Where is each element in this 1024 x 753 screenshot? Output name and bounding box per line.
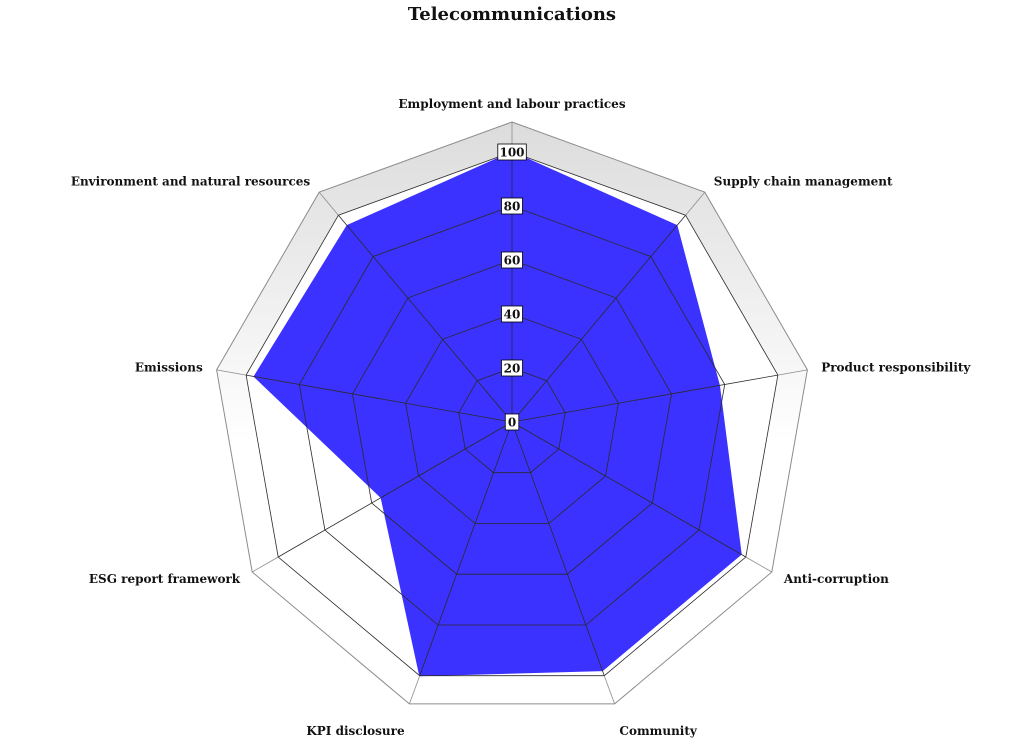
svg-text:60: 60 (504, 254, 521, 268)
svg-text:100: 100 (499, 146, 524, 160)
grid-ring-100 (245, 151, 779, 677)
svg-text:20: 20 (504, 362, 521, 376)
tick-label-100: 100 (497, 143, 527, 161)
tick-label-20: 20 (501, 359, 523, 377)
axis-label-6: ESG report framework (89, 572, 241, 586)
axis-label-2: Product responsibility (821, 361, 971, 375)
axis-label-8: Environment and natural resources (71, 175, 311, 189)
axis-label-1: Supply chain management (714, 175, 893, 189)
spoke-outer-7 (216, 369, 247, 376)
spoke-outer-5 (409, 675, 421, 705)
axis-label-5: KPI disclosure (306, 724, 405, 738)
spoke-2 (511, 374, 778, 423)
tick-label-60: 60 (501, 251, 523, 269)
spoke-5 (419, 421, 513, 676)
chart-title: Telecommunications (407, 4, 617, 25)
grid-layer (216, 121, 808, 705)
spoke-4 (511, 421, 605, 676)
tick-label-80: 80 (501, 197, 523, 215)
spoke-outer-3 (745, 556, 772, 573)
grid-ring-40 (405, 313, 619, 524)
spoke-outer-4 (603, 675, 615, 705)
axis-label-7: Emissions (135, 361, 203, 375)
spoke-outer-1 (685, 191, 706, 216)
grid-ring-60 (352, 259, 672, 575)
svg-text:80: 80 (504, 200, 521, 214)
spoke-outer-2 (777, 369, 808, 376)
tick-layer: 0 20 40 60 80 100 (497, 143, 527, 431)
outer-ring (216, 121, 808, 705)
spoke-outer-8 (318, 191, 339, 216)
axis-label-4: Community (619, 724, 698, 738)
spoke-8 (338, 214, 513, 423)
grid-ring-20 (458, 367, 566, 474)
spoke-1 (511, 214, 686, 423)
svg-text:0: 0 (508, 416, 516, 430)
spoke-outer-6 (252, 556, 279, 573)
tick-label-40: 40 (501, 305, 523, 323)
series-layer (253, 151, 742, 677)
spoke-3 (511, 421, 747, 558)
axis-label-3: Anti-corruption (783, 572, 889, 586)
series-polygon-0 (253, 151, 742, 677)
axis-label-layer: Employment and labour practices Supply ch… (71, 97, 972, 738)
grid-ring-80 (298, 205, 726, 626)
axis-label-0: Employment and labour practices (398, 97, 625, 111)
spoke-6 (277, 421, 513, 558)
spoke-7 (246, 374, 513, 423)
tick-label-0: 0 (504, 413, 520, 431)
svg-text:40: 40 (504, 308, 521, 322)
